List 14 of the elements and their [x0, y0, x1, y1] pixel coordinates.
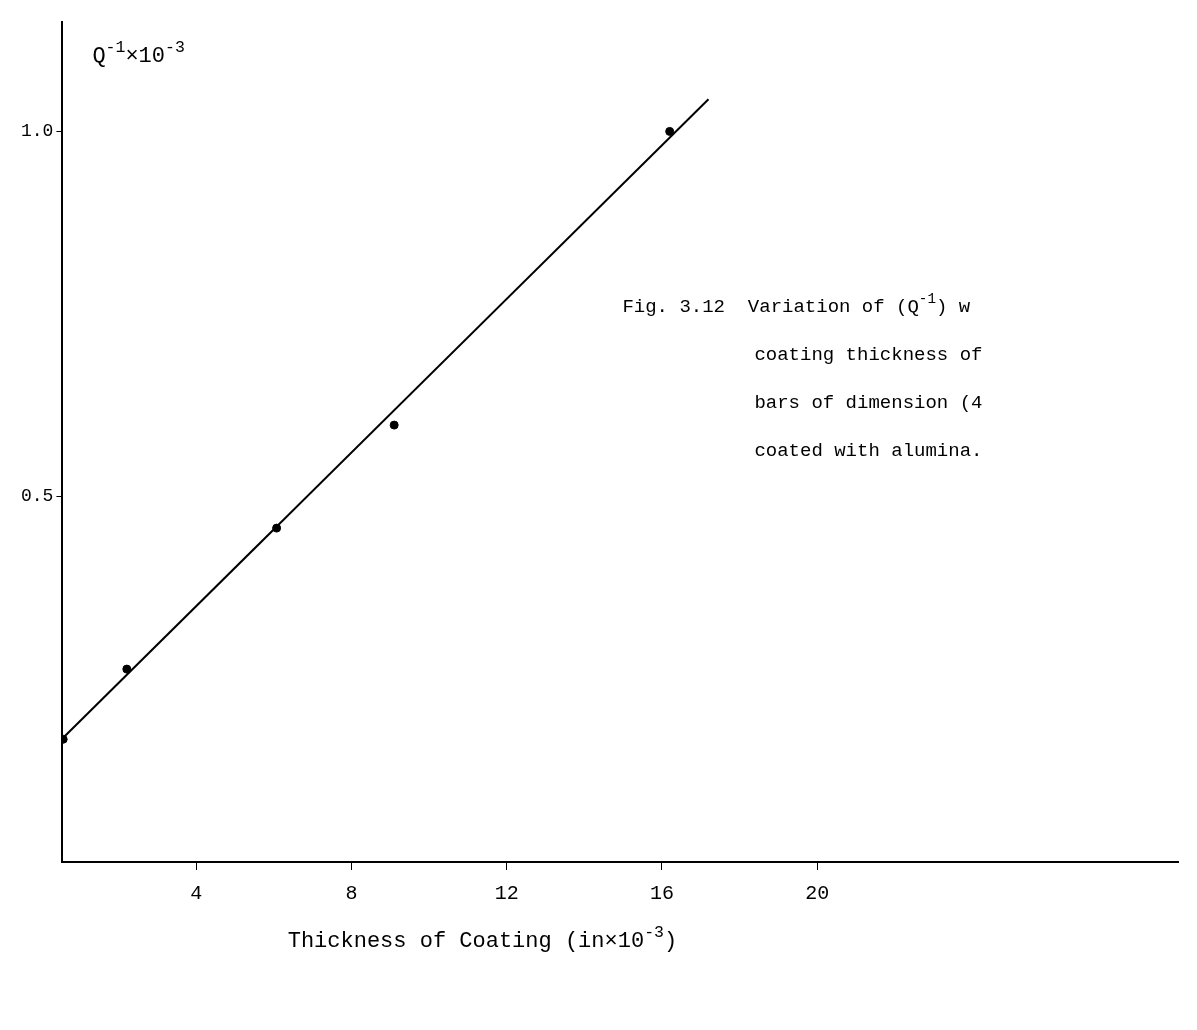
x-tick-label: 4	[190, 882, 203, 906]
annotation: coated with alumina.	[754, 439, 983, 462]
x-tick-label: 16	[649, 882, 674, 906]
point	[272, 523, 282, 533]
x-tick-label: 12	[494, 882, 519, 906]
y-tick-label: 1.0	[21, 121, 54, 142]
point	[665, 126, 675, 136]
annotation: bars of dimension (4	[754, 391, 983, 414]
x-tick-label: 20	[805, 882, 830, 906]
y-tick-label: 0.5	[21, 486, 54, 507]
annotation: coating thickness of	[754, 343, 983, 366]
point	[122, 664, 132, 674]
point	[389, 420, 399, 430]
x-tick-label: 8	[345, 882, 358, 906]
